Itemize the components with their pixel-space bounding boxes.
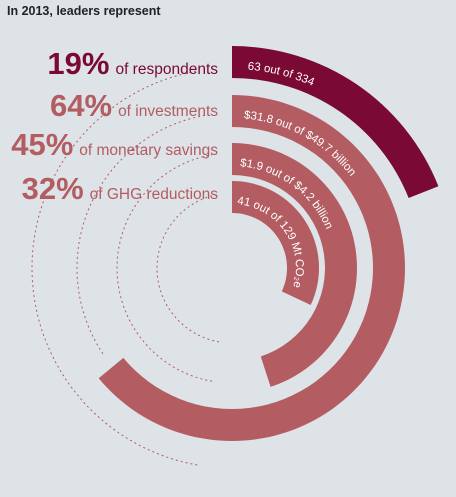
guide-arc — [156, 193, 220, 343]
legend-description: of respondents — [115, 61, 218, 78]
legend-percent: 32% — [22, 171, 84, 206]
legend-entry: 32% of GHG reductions — [22, 171, 219, 206]
guide-arc — [31, 70, 198, 466]
data-band — [98, 95, 406, 442]
guide-circles — [31, 70, 220, 466]
legend-description: of monetary savings — [79, 142, 218, 159]
guide-arc — [116, 154, 213, 382]
data-band — [232, 143, 357, 387]
legend-percent: 19% — [47, 46, 109, 81]
legend-description: of investments — [118, 103, 218, 120]
legend-description: of GHG reductions — [90, 186, 219, 203]
chart-title: In 2013, leaders represent — [7, 4, 161, 18]
legend-entry: 64% of investments — [50, 88, 218, 123]
legend-entry: 45% of monetary savings — [11, 127, 218, 162]
legend-percent: 64% — [50, 88, 112, 123]
data-bands — [98, 46, 439, 442]
legend-entry: 19% of respondents — [47, 46, 218, 81]
legend-percent: 45% — [11, 127, 73, 162]
data-band — [232, 46, 439, 199]
data-band — [232, 181, 319, 306]
